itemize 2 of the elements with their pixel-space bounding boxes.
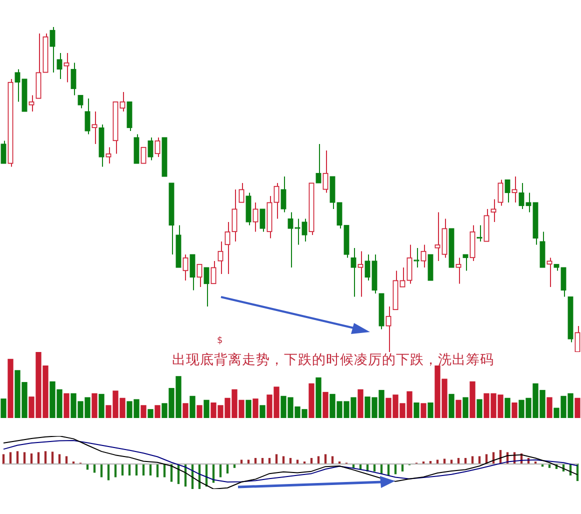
annotation: 出现底背离走势，下跌的时候凌厉的下跌，洗出筹码 bbox=[172, 351, 494, 369]
annotation: $ bbox=[217, 336, 223, 346]
